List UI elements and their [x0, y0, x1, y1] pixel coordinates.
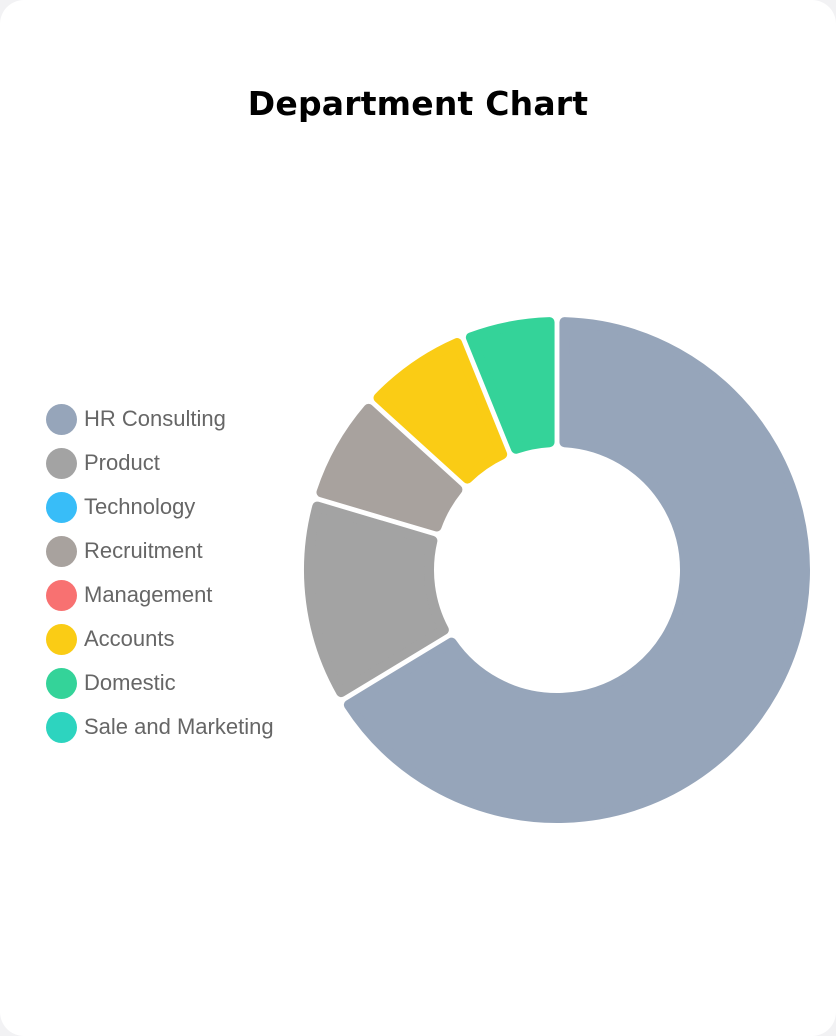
legend-label: Accounts [84, 626, 175, 651]
legend-swatch [46, 623, 77, 655]
legend-label: Product [84, 450, 160, 475]
donut-slice-accounts[interactable] [373, 338, 508, 484]
legend-item-hr-consulting[interactable]: HR Consulting [46, 397, 274, 441]
legend-item-recruitment[interactable]: Recruitment [46, 529, 274, 573]
legend-item-product[interactable]: Product [46, 441, 274, 485]
legend-swatch [46, 447, 77, 479]
legend-swatch [46, 403, 77, 435]
legend-item-accounts[interactable]: Accounts [46, 617, 274, 661]
donut-slice-domestic[interactable] [465, 317, 555, 454]
legend-swatch [46, 667, 77, 699]
legend-label: Recruitment [84, 538, 203, 563]
donut-slice-recruitment[interactable] [316, 403, 463, 532]
chart-legend: HR Consulting Product Technology Recruitmen… [46, 397, 274, 749]
legend-item-management[interactable]: Management [46, 573, 274, 617]
legend-swatch [46, 579, 77, 611]
donut-slice-hr-consulting[interactable] [343, 317, 810, 823]
legend-swatch [46, 711, 77, 743]
legend-label: HR Consulting [84, 406, 226, 431]
legend-label: Domestic [84, 670, 176, 695]
legend-swatch [46, 491, 77, 523]
legend-label: Management [84, 582, 213, 607]
legend-swatch [46, 535, 77, 567]
legend-item-domestic[interactable]: Domestic [46, 661, 274, 705]
legend-label: Sale and Marketing [84, 714, 274, 739]
legend-label: Technology [84, 494, 196, 519]
chart-title: Department Chart [247, 84, 589, 123]
legend-item-sale-and-marketing[interactable]: Sale and Marketing [46, 705, 274, 749]
donut-slice-product[interactable] [304, 501, 449, 698]
legend-item-technology[interactable]: Technology [46, 485, 274, 529]
